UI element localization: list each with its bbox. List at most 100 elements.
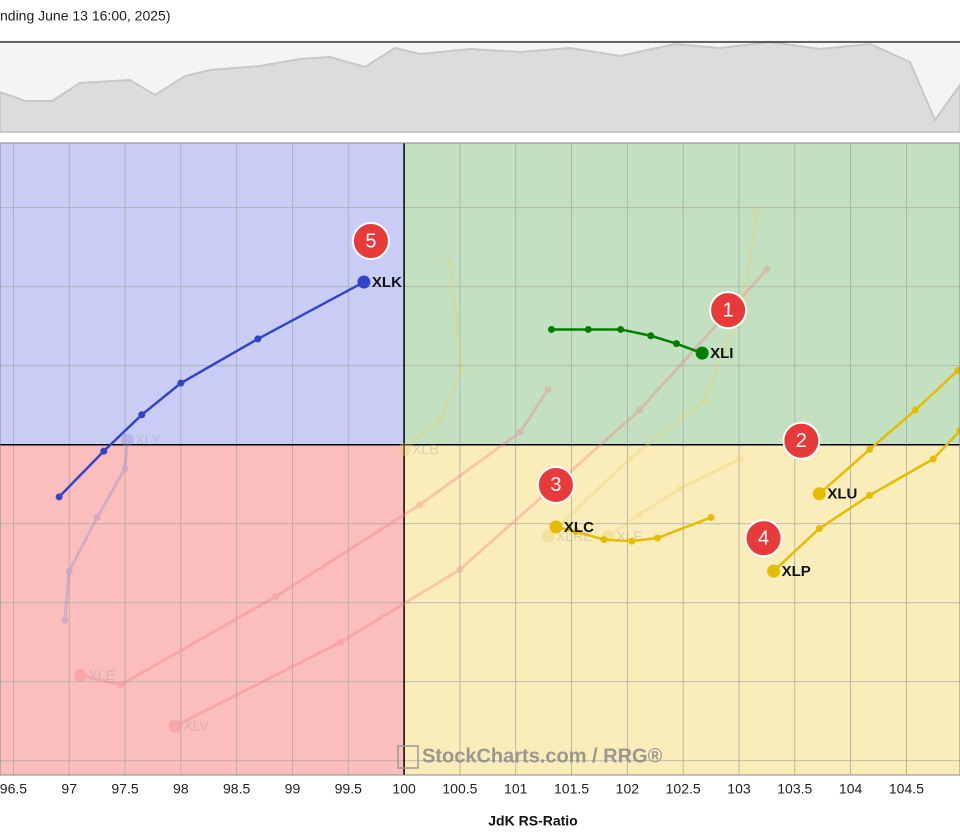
series: XLE — [73, 385, 552, 689]
tail-line — [607, 457, 741, 538]
tail-point — [456, 566, 464, 574]
header: nding June 13 16:00, 2025) — [0, 8, 170, 24]
head-point — [767, 564, 781, 578]
series-label: XLY — [135, 432, 161, 448]
tail-point — [584, 325, 592, 333]
tail-line — [547, 212, 759, 538]
tail-point — [956, 427, 960, 435]
series-label: XLI — [710, 345, 733, 362]
plot-border — [0, 142, 960, 776]
tail-point — [336, 638, 344, 646]
tail-point — [117, 681, 125, 689]
tail-point — [653, 534, 661, 542]
tail-point — [61, 616, 69, 624]
tail-point — [626, 455, 634, 463]
tail-point — [572, 528, 580, 536]
x-tick-label: 99.5 — [335, 781, 362, 797]
x-tick-label: 103.5 — [777, 781, 812, 797]
series — [549, 513, 715, 545]
tail-point — [458, 367, 466, 375]
series: XLV — [168, 265, 771, 734]
tail-point — [676, 485, 684, 493]
series — [767, 427, 960, 578]
tail-point — [911, 406, 919, 414]
x-tick-label: 98 — [173, 781, 189, 797]
tail-line — [403, 261, 464, 451]
x-tick-label: 98.5 — [223, 781, 250, 797]
annotation-number: 2 — [796, 430, 807, 452]
tail-point — [516, 428, 524, 436]
annotation-number: 3 — [550, 474, 561, 496]
series-label: XLV — [183, 718, 209, 734]
tail-point — [547, 325, 555, 333]
tail-point — [672, 340, 680, 348]
head-point — [812, 487, 826, 501]
quadrant-weakening — [404, 444, 960, 775]
series: XLRE — [541, 209, 761, 544]
tail-point — [446, 258, 454, 265]
annotation-number: 5 — [365, 230, 376, 252]
series — [55, 275, 371, 501]
tail-point — [954, 367, 960, 375]
x-tick-label: 102.5 — [666, 781, 701, 797]
x-tick-label: 103 — [727, 781, 751, 797]
series-label: XLK — [372, 274, 402, 291]
quadrant-lagging — [0, 444, 405, 775]
annotation-badge — [536, 465, 575, 504]
tail-point — [636, 406, 644, 414]
head-point — [549, 520, 563, 534]
head-point — [541, 529, 555, 543]
tail-line — [80, 388, 550, 687]
tail-point — [866, 491, 874, 499]
watermark-icon — [397, 745, 419, 769]
series — [547, 325, 709, 360]
x-tick-label: 101 — [504, 781, 528, 797]
tail-point — [100, 447, 108, 455]
x-tick-label: 99 — [285, 781, 301, 797]
watermark: StockCharts.com / RRG® — [422, 745, 663, 767]
tail-point — [700, 397, 708, 405]
x-tick-label: 104 — [839, 781, 863, 797]
quadrant-leading — [0, 143, 405, 445]
tail-point — [647, 332, 655, 340]
tail-point — [254, 335, 262, 343]
tail-line — [174, 268, 768, 728]
series-label: XLE — [88, 667, 114, 683]
x-tick-label: 97.5 — [111, 781, 138, 797]
tail-point — [866, 446, 874, 454]
tail-point — [65, 567, 73, 575]
x-tick-label: 96.5 — [0, 781, 27, 797]
head-point — [73, 668, 87, 682]
tail-point — [55, 493, 63, 501]
tail-point — [763, 265, 771, 273]
annotation-number: 4 — [758, 527, 769, 549]
quadrant-improving — [404, 143, 960, 445]
tail-point — [138, 411, 146, 419]
tail-point — [416, 501, 424, 509]
series: XLY — [61, 432, 161, 624]
tail-line — [58, 280, 365, 498]
tail-point — [177, 379, 185, 387]
series-label: XLC — [564, 519, 594, 536]
head-point — [120, 433, 134, 447]
overlay: XLI XLU XLC XLP XLK 1 2 3 4 5 — [351, 222, 857, 580]
tail-point — [121, 464, 129, 472]
annotation-badge — [782, 421, 821, 460]
tail-point — [707, 513, 715, 521]
tail-point — [617, 325, 625, 333]
annotation-badge — [709, 291, 748, 330]
tail-point — [600, 536, 608, 544]
tail-line — [63, 439, 129, 621]
annotation-number: 1 — [723, 299, 734, 321]
tail-point — [544, 385, 552, 393]
x-tick-label: 100.5 — [442, 781, 477, 797]
annotation-badge — [351, 222, 390, 261]
tail-line — [551, 328, 703, 355]
tail-point — [736, 455, 744, 463]
benchmark-area — [0, 40, 960, 133]
x-tick-label: 101.5 — [554, 781, 589, 797]
head-point — [397, 443, 411, 457]
x-tick-label: 100 — [392, 781, 416, 797]
